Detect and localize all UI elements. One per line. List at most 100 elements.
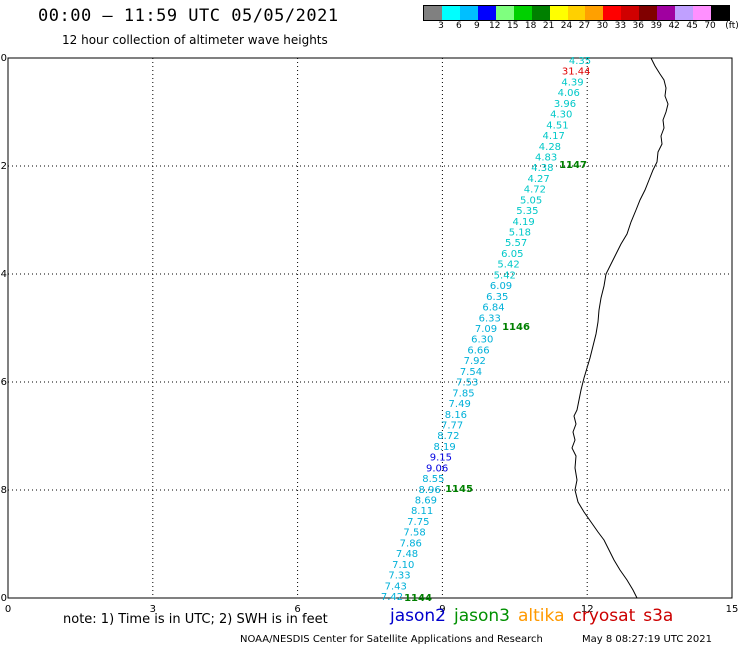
colorbar-label: 15 bbox=[506, 21, 519, 31]
legend-jason2: jason2 bbox=[390, 606, 446, 626]
colorbar-label: 3 bbox=[438, 21, 444, 31]
swh-reading: 7.58 bbox=[403, 528, 425, 539]
swh-reading: 4.28 bbox=[539, 142, 561, 153]
pass-number: 1145 bbox=[445, 484, 473, 495]
colorbar bbox=[423, 5, 730, 21]
y-tick-label: -10 bbox=[0, 53, 7, 64]
swh-reading: 4.72 bbox=[524, 185, 546, 196]
swh-reading: 4.51 bbox=[546, 120, 568, 131]
swh-reading: 4.06 bbox=[558, 88, 580, 99]
colorbar-swatch bbox=[711, 6, 729, 20]
swh-reading: 7.48 bbox=[396, 549, 418, 560]
colorbar-label: 30 bbox=[596, 21, 609, 31]
x-tick-label: 6 bbox=[294, 604, 300, 615]
y-tick-label: -16 bbox=[0, 377, 7, 388]
y-tick-label: -14 bbox=[0, 269, 7, 280]
swh-reading: 31.44 bbox=[562, 67, 591, 78]
colorbar-swatch bbox=[549, 6, 568, 20]
y-tick-label: -12 bbox=[0, 161, 7, 172]
colorbar-swatch bbox=[495, 6, 514, 20]
colorbar-swatch bbox=[567, 6, 586, 20]
map-frame bbox=[7, 57, 733, 599]
colorbar-swatch bbox=[531, 6, 550, 20]
colorbar-label: 9 bbox=[473, 21, 480, 31]
colorbar-swatch bbox=[675, 6, 694, 20]
footer-note: note: 1) Time is in UTC; 2) SWH is in fe… bbox=[63, 612, 328, 627]
colorbar-label: 27 bbox=[578, 21, 591, 31]
colorbar-swatch bbox=[603, 6, 622, 20]
pass-number: 1144 bbox=[404, 593, 432, 604]
swh-reading: 5.42 bbox=[494, 270, 516, 281]
swh-reading: 5.18 bbox=[509, 228, 531, 239]
swh-reading: 8.72 bbox=[437, 431, 459, 442]
swh-reading: 4.35 bbox=[569, 56, 591, 67]
swh-reading: 7.49 bbox=[449, 399, 471, 410]
legend-cryosat: cryosat bbox=[572, 606, 636, 626]
swh-reading: 6.33 bbox=[479, 313, 501, 324]
legend-jason3: jason3 bbox=[454, 606, 510, 626]
satellite-legend: jason2 jason3 altika cryosat s3a bbox=[390, 606, 681, 626]
swh-reading: 7.10 bbox=[392, 560, 414, 571]
colorbar-label: 21 bbox=[542, 21, 555, 31]
swh-reading: 8.69 bbox=[415, 496, 437, 507]
pass-number: 1147 bbox=[559, 160, 587, 171]
swh-reading: 8.96 bbox=[418, 485, 440, 496]
swh-reading: 4.83 bbox=[535, 152, 557, 163]
swh-reading: 5.42 bbox=[497, 260, 519, 271]
generated-timestamp: May 8 08:27:19 UTC 2021 bbox=[582, 634, 712, 645]
colorbar-label: 12 bbox=[489, 21, 501, 31]
colorbar-label: 33 bbox=[614, 21, 627, 31]
pass-number: 1146 bbox=[502, 322, 530, 333]
swh-reading: 5.57 bbox=[505, 238, 527, 249]
swh-reading: 6.35 bbox=[486, 292, 508, 303]
swh-reading: 7.33 bbox=[388, 571, 410, 582]
colorbar-swatch bbox=[585, 6, 604, 20]
swh-reading: 8.11 bbox=[411, 506, 433, 517]
colorbar-label: 70 bbox=[704, 21, 716, 31]
swh-reading: 4.27 bbox=[528, 174, 550, 185]
swh-reading: 5.35 bbox=[516, 206, 538, 217]
swh-reading: 5.05 bbox=[520, 195, 542, 206]
colorbar-label: 39 bbox=[650, 21, 662, 31]
colorbar-labels: 3 6 9 12 15 18 21 24 27 30 33 36 39 42 45 70 bbox=[423, 21, 728, 33]
swh-reading: 7.42 bbox=[381, 592, 403, 603]
swh-reading: 4.30 bbox=[550, 110, 572, 121]
axis-ticks: 0 3 6 9 12 15 -10 -12 -14 -16 -18 -20 bbox=[0, 53, 738, 615]
colorbar-swatch bbox=[424, 6, 442, 20]
swh-reading: 7.77 bbox=[441, 420, 463, 431]
colorbar-swatch bbox=[513, 6, 532, 20]
x-tick-label: 3 bbox=[150, 604, 156, 615]
altimeter-track: 4.3531.444.394.063.964.304.514.174.284.8… bbox=[381, 56, 591, 603]
legend-s3a: s3a bbox=[643, 606, 674, 626]
page-title: 00:00 – 11:59 UTC 05/05/2021 bbox=[38, 6, 339, 26]
swh-reading: 7.85 bbox=[452, 388, 474, 399]
swh-reading: 7.92 bbox=[464, 356, 486, 367]
swh-reading: 4.38 bbox=[531, 163, 553, 174]
legend-altika: altika bbox=[518, 606, 565, 626]
swh-reading: 9.06 bbox=[426, 463, 448, 474]
swh-reading: 9.15 bbox=[430, 453, 452, 464]
swh-reading: 7.75 bbox=[407, 517, 429, 528]
pass-labels: 1147 1146 1145 1144 bbox=[404, 160, 587, 604]
swh-reading: 7.09 bbox=[475, 324, 497, 335]
swh-reading: 6.05 bbox=[501, 249, 523, 260]
colorbar-label: 6 bbox=[456, 21, 462, 31]
swh-reading: 6.09 bbox=[490, 281, 512, 292]
coastline bbox=[571, 57, 669, 599]
swh-reading: 7.43 bbox=[385, 581, 407, 592]
colorbar-label: 18 bbox=[524, 21, 537, 31]
x-tick-label: 12 bbox=[581, 604, 594, 615]
colorbar-swatch bbox=[459, 6, 478, 20]
colorbar-swatch bbox=[441, 6, 460, 20]
colorbar-swatch bbox=[477, 6, 496, 20]
swh-reading: 3.96 bbox=[554, 99, 576, 110]
x-tick-label: 9 bbox=[439, 604, 445, 615]
colorbar-swatch bbox=[693, 6, 711, 20]
colorbar-label: 45 bbox=[686, 21, 698, 31]
x-tick-label: 15 bbox=[726, 604, 739, 615]
x-tick-label: 0 bbox=[5, 604, 11, 615]
swh-reading: 6.84 bbox=[482, 303, 504, 314]
swh-reading: 6.66 bbox=[467, 345, 489, 356]
swh-reading: 4.17 bbox=[543, 131, 565, 142]
